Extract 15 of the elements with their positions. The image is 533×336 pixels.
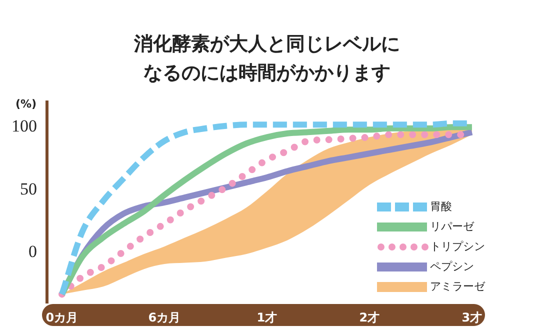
legend-label: ペプシン: [430, 260, 474, 273]
legend-label: 胃酸: [430, 200, 452, 213]
x-tick-label: 2才: [359, 310, 380, 324]
y-tick-label: 100: [12, 116, 37, 136]
y-tick-label: 50: [20, 179, 37, 198]
y-tick-label: 0: [28, 242, 37, 262]
x-tick-label: 3才: [462, 310, 482, 324]
chart-title: 消化酵素が大人と同じレベルになるのには時間がかかります: [132, 32, 401, 86]
x-tick-label: 6カ月: [148, 310, 181, 324]
y-axis-title: (%): [15, 97, 37, 110]
x-tick-label: 1才: [256, 310, 278, 324]
legend-label: リパーゼ: [430, 220, 475, 233]
x-tick-label: 0カ月: [46, 310, 78, 324]
legend-label: アミラーゼ: [430, 280, 486, 293]
legend-label: トリプシン: [430, 240, 485, 253]
